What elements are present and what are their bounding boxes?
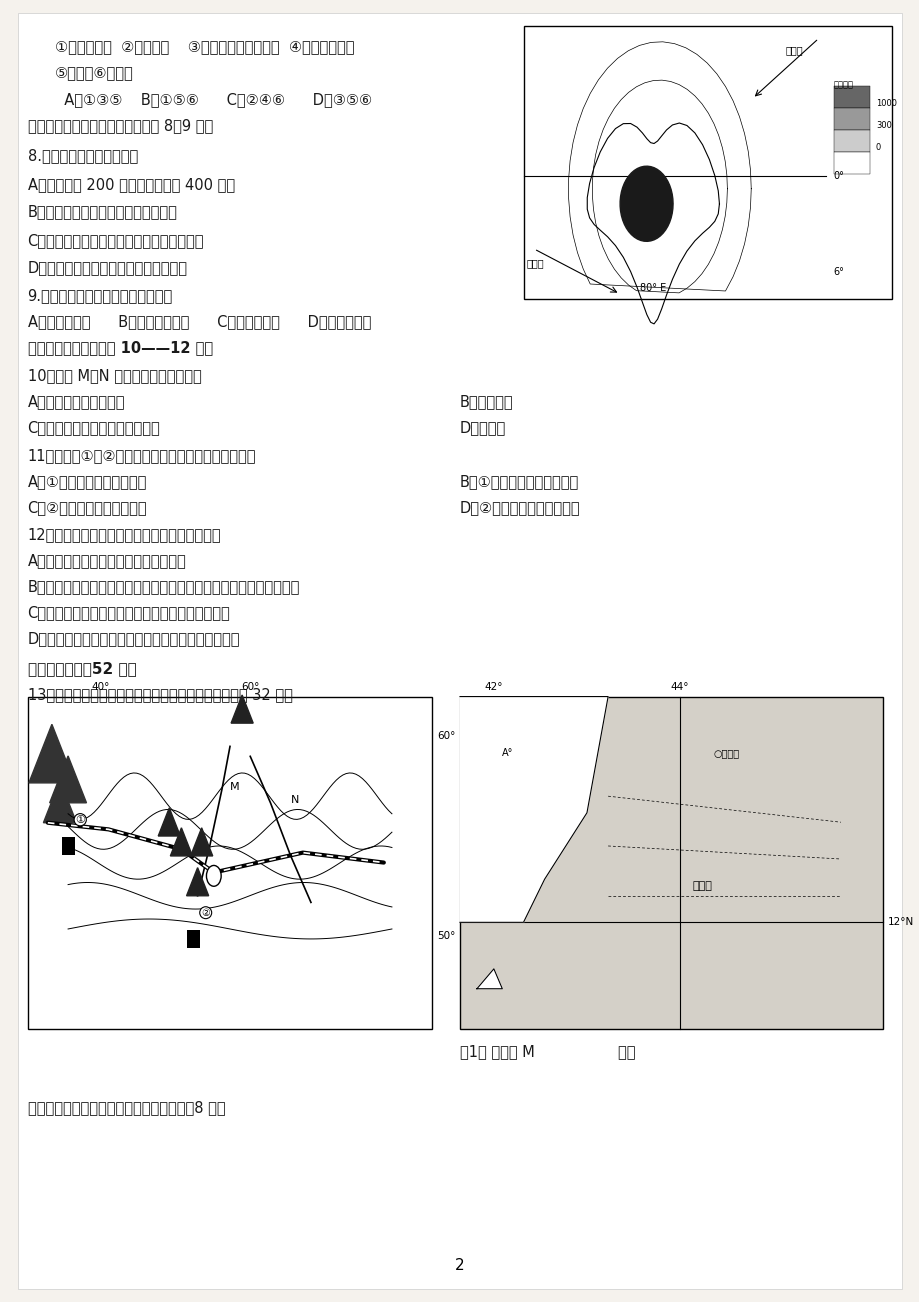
Text: A，上游多峡谷，落差大: A，上游多峡谷，落差大: [28, 395, 125, 410]
Text: 80° E: 80° E: [640, 283, 665, 293]
Bar: [833, 130, 869, 152]
Text: 海拔高度: 海拔高度: [833, 81, 853, 90]
Text: ⑤多晴天⑥油质好: ⑤多晴天⑥油质好: [55, 65, 134, 81]
Text: 42°: 42°: [484, 682, 503, 693]
Text: B。①地：热带草原带，地形: B。①地：热带草原带，地形: [460, 474, 579, 490]
Polygon shape: [187, 867, 209, 896]
Text: 12°N: 12°N: [887, 918, 913, 927]
Bar: [833, 108, 869, 130]
Text: 60°: 60°: [241, 682, 259, 693]
Text: C。水位季节变化大，年际变化小: C。水位季节变化大，年际变化小: [28, 421, 160, 436]
Text: 0°: 0°: [833, 172, 844, 181]
Text: A。两地农业人口比重大，劳动生产率高: A。两地农业人口比重大，劳动生产率高: [28, 553, 187, 569]
Text: 300: 300: [875, 121, 891, 130]
Text: 夏季风: 夏季风: [526, 259, 543, 268]
Text: D。支流少: D。支流少: [460, 421, 505, 436]
Bar: [62, 837, 74, 855]
Text: D。②地：热带草原带，洋流: D。②地：热带草原带，洋流: [460, 500, 580, 516]
Text: D。乙地草原广阔，农业地域类型主要为大牧场放牧业: D。乙地草原广阔，农业地域类型主要为大牧场放牧业: [28, 631, 240, 647]
Text: B。两地均是世界天然橡胶、咖啡、香蕉等热带经济作物的最重要产区: B。两地均是世界天然橡胶、咖啡、香蕉等热带经济作物的最重要产区: [28, 579, 300, 595]
Text: ②: ②: [201, 907, 210, 918]
Polygon shape: [476, 969, 502, 988]
Text: 亚丁湾: 亚丁湾: [692, 881, 712, 891]
Text: 50°: 50°: [437, 931, 455, 940]
Text: D．位于板块边界，受地震、海啸影响大: D．位于板块边界，受地震、海啸影响大: [28, 260, 187, 276]
Text: 季候风: 季候风: [785, 46, 802, 56]
Text: 1000: 1000: [875, 99, 896, 108]
Text: ○塔伊兹: ○塔伊兹: [713, 749, 739, 758]
Text: 读下面两区域图，回答 10——12 题。: 读下面两区域图，回答 10——12 题。: [28, 340, 212, 355]
Text: 44°: 44°: [670, 682, 688, 693]
Polygon shape: [190, 828, 212, 855]
Text: 6°: 6°: [833, 267, 844, 277]
Text: 40°: 40°: [91, 682, 109, 693]
Text: A．橡胶、茶叶      B．亚麻、乳制品      C．轮船、电视      D．汽车、手机: A．橡胶、茶叶 B．亚麻、乳制品 C．轮船、电视 D．汽车、手机: [28, 314, 370, 329]
Text: （1） 左图中 M                  处是: （1） 左图中 M 处是: [460, 1044, 635, 1060]
Bar: [833, 152, 869, 173]
Text: 9.国际贸易中该国的主要出口产品是: 9.国际贸易中该国的主要出口产品是: [28, 288, 173, 303]
Bar: [833, 86, 869, 108]
Polygon shape: [170, 828, 192, 855]
Text: C。②地：热带雨林带，地形: C。②地：热带雨林带，地形: [28, 500, 147, 516]
Text: C。甲地水热充沛，农业地域类型主要为水稻种植业: C。甲地水热充沛，农业地域类型主要为水稻种植业: [28, 605, 230, 621]
Text: 10．图中 M、N 两河共同的水文特征是: 10．图中 M、N 两河共同的水文特征是: [28, 368, 201, 384]
Text: 8.有关该国的说法正确的是: 8.有关该国的说法正确的是: [28, 148, 138, 164]
Text: C．冬季商贸船队可借助洋流更快地驶往红海: C．冬季商贸船队可借助洋流更快地驶往红海: [28, 233, 204, 249]
Circle shape: [206, 866, 221, 887]
Text: A．①③⑤    B．①⑤⑥      C．②④⑥      D．③⑤⑥: A．①③⑤ B．①⑤⑥ C．②④⑥ D．③⑤⑥: [55, 92, 372, 108]
Text: A°: A°: [502, 749, 513, 758]
Text: 13、读左图和世界某著名海峡附近区域图（右图）（共 32 分）: 13、读左图和世界某著名海峡附近区域图（右图）（共 32 分）: [28, 687, 292, 703]
Text: 11．乙图中①、②两地的自然带及其形成的主导因素是: 11．乙图中①、②两地的自然带及其形成的主导因素是: [28, 448, 255, 464]
Text: B．位于我国的东南，澳大利亚的西北: B．位于我国的东南，澳大利亚的西北: [28, 204, 177, 220]
Bar: [187, 930, 199, 948]
Text: ①: ①: [75, 815, 85, 824]
Text: A．南北长约 200 千米，东西宽约 400 千米: A．南北长约 200 千米，东西宽约 400 千米: [28, 177, 234, 193]
Polygon shape: [460, 697, 607, 922]
Text: M: M: [230, 781, 239, 792]
Polygon shape: [619, 167, 673, 241]
Text: 2: 2: [455, 1258, 464, 1273]
Text: 12．对两图所示地区农业生产的叙述，正确的是: 12．对两图所示地区农业生产的叙述，正确的是: [28, 527, 221, 543]
Polygon shape: [43, 781, 76, 823]
Text: B。水量丰富: B。水量丰富: [460, 395, 513, 410]
Bar: [460, 697, 882, 1029]
Text: 下图为某岛国示意图，读图回答第 8～9 题。: 下图为某岛国示意图，读图回答第 8～9 题。: [28, 118, 212, 134]
Text: 山脉，该山脉起伏和缓，试分析其成因。（8 分）: 山脉，该山脉起伏和缓，试分析其成因。（8 分）: [28, 1100, 225, 1116]
Polygon shape: [28, 724, 74, 783]
Bar: [28, 697, 432, 1029]
Polygon shape: [50, 756, 86, 803]
Text: 0: 0: [875, 143, 880, 152]
Polygon shape: [231, 695, 253, 723]
Bar: [524, 26, 891, 299]
Text: ①油田规模大  ②水源充足    ③地质条件好，多向斜  ④陆上交通便利: ①油田规模大 ②水源充足 ③地质条件好，多向斜 ④陆上交通便利: [55, 39, 355, 55]
Text: A。①地：热带雨林带，纬度: A。①地：热带雨林带，纬度: [28, 474, 147, 490]
Polygon shape: [158, 807, 180, 836]
Text: N: N: [290, 794, 299, 805]
Text: 二、非选择题（52 分）: 二、非选择题（52 分）: [28, 661, 136, 677]
Text: 60°: 60°: [437, 732, 455, 741]
